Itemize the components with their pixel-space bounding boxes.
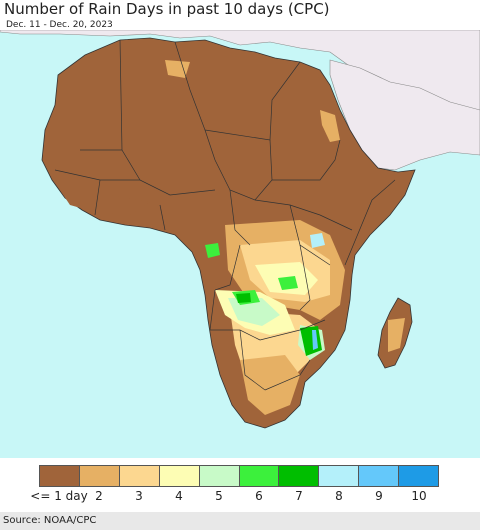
legend-label-5: 5 (215, 489, 223, 503)
date-range: Dec. 11 - Dec. 20, 2023 (6, 20, 113, 30)
legend-label-4: 4 (175, 489, 183, 503)
legend-labels: <= 1 day 2 3 4 5 6 7 8 9 10 (30, 489, 439, 505)
rain-zone-2-west (60, 190, 150, 215)
rain-zone-2-nw (165, 60, 190, 78)
source-credit: Source: NOAA/CPC (0, 512, 480, 530)
legend-label-3: 3 (135, 489, 143, 503)
arabia-landmass (329, 59, 480, 171)
legend-label-10: 10 (411, 489, 427, 503)
legend-label-8: 8 (335, 489, 343, 503)
legend-swatch-2 (79, 466, 120, 486)
legend-swatch-1 (40, 466, 80, 486)
legend-swatch-8 (319, 466, 360, 486)
rain-zone-6-b (278, 276, 298, 290)
rain-zone-2-south (240, 355, 300, 415)
rain-zone-6-c (205, 243, 220, 258)
country-borders (54, 39, 396, 391)
lake-victoria (310, 233, 325, 248)
rain-zone-5 (228, 298, 280, 326)
rain-zone-2-north (320, 110, 340, 142)
legend-label-7: 7 (295, 489, 303, 503)
legend-swatch-10 (399, 466, 439, 486)
legend-label-6: 6 (255, 489, 263, 503)
legend-label-9: 9 (375, 489, 383, 503)
legend-swatch-4 (159, 466, 200, 486)
map-title: Number of Rain Days in past 10 days (CPC… (4, 0, 330, 18)
legend-swatch-5 (199, 466, 240, 486)
lake-malawi (312, 330, 318, 350)
rain-days-map (0, 30, 480, 458)
legend-swatch-7 (279, 466, 320, 486)
legend-swatch-9 (359, 466, 400, 486)
legend-label-1: <= 1 day (30, 489, 88, 503)
legend-label-2: 2 (95, 489, 103, 503)
rain-zone-7-b (236, 293, 251, 303)
legend-swatch-6 (239, 466, 280, 486)
rain-zone-2-madagascar (388, 318, 405, 352)
legend-colorbar (39, 465, 439, 487)
legend-swatch-3 (119, 466, 160, 486)
